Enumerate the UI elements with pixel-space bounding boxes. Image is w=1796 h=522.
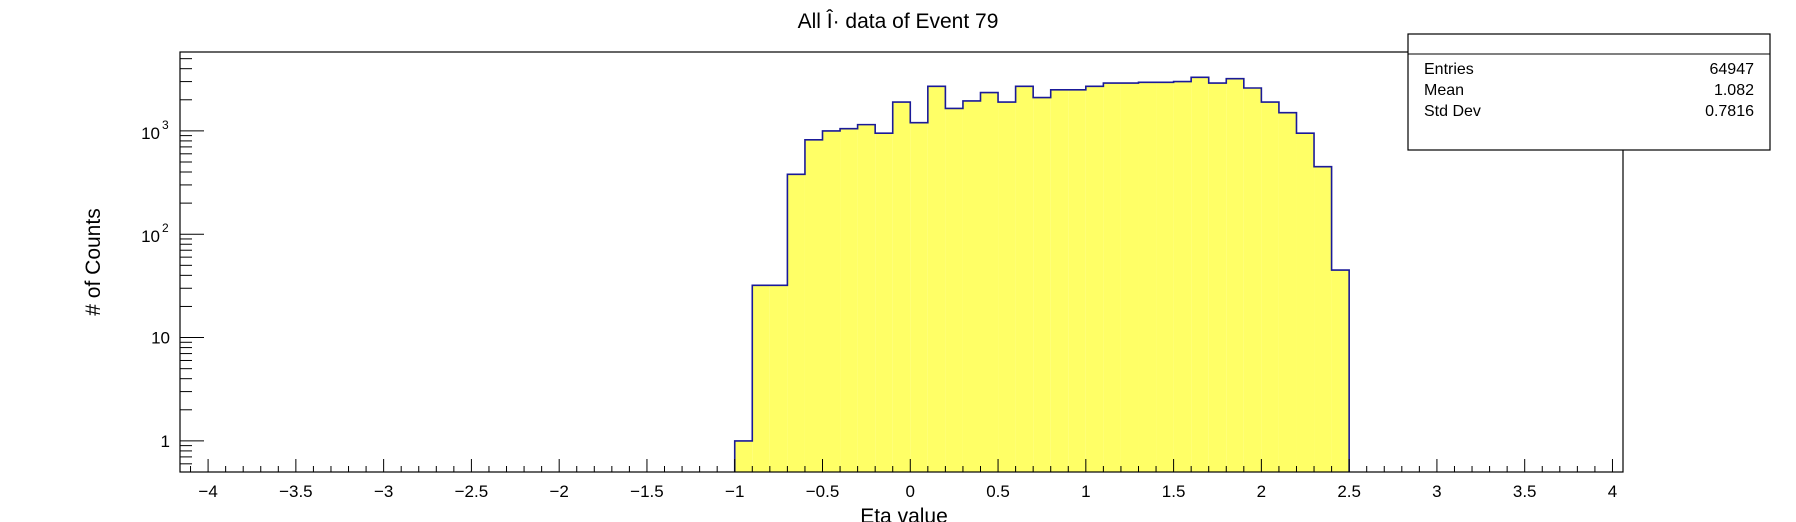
x-tick-label: 2 [1257,482,1266,501]
x-tick-label: −1 [725,482,744,501]
histogram-bar [1050,89,1069,472]
histogram-outline [733,76,1350,472]
x-tick-label: −0.5 [806,482,840,501]
x-tick-label: −3.5 [279,482,313,501]
x-tick-label: −1.5 [630,482,664,501]
x-tick-label: −4 [198,482,217,501]
histogram-bar [1120,83,1139,473]
histogram-bar [1331,270,1350,472]
histogram-bar [1033,97,1051,472]
y-tick-label: 10 [151,329,170,348]
y-tick-label: 1 [161,432,170,451]
histogram-bar [752,285,770,472]
histogram-bar [1191,77,1209,472]
stats-label: Entries [1424,61,1474,78]
histogram-bar [1226,78,1244,472]
histogram-bar [980,92,999,472]
x-tick-label: 2.5 [1337,482,1361,501]
y-tick-exponent: 3 [162,118,169,132]
plot-frame [179,51,1624,473]
histogram-bar [822,130,841,473]
y-tick-label: 10 [141,227,160,246]
stats-box: Entries 64947 Mean 1.082 Std Dev 0.7816 [1407,33,1771,151]
histogram-bar [1138,82,1157,472]
histogram-bar [910,122,928,472]
x-tick-label: 0 [906,482,915,501]
x-tick-label: 0.5 [986,482,1010,501]
x-tick-label: −2.5 [455,482,489,501]
histogram-bar [840,128,858,472]
stats-box-frame [1407,33,1771,151]
histogram-bar [857,124,876,472]
histogram-bar [927,86,946,473]
x-tick-label: 3.5 [1513,482,1537,501]
histogram-bar [1278,112,1297,473]
histogram-bar [734,440,753,472]
y-axis-label: # of Counts [82,208,105,315]
histogram-bars [733,76,1350,473]
histogram-bar [1296,133,1315,472]
stats-label: Std Dev [1424,103,1481,120]
x-tick-label: 1.5 [1162,482,1186,501]
histogram-bar [1085,86,1104,473]
x-axis: −4 −3.5 −3 −2.5 −2 −1.5 −1 −0.5 0 0.5 1 1.5 2 2.5 3 3.5… [190,459,1617,501]
histogram-bar [875,133,893,472]
histogram-bar [998,102,1016,472]
histogram-bar [1261,102,1279,472]
x-axis-label: Eta value [860,505,948,522]
histogram-bar [1156,82,1174,472]
histogram-bar [1208,83,1227,473]
y-tick-exponent: 2 [162,221,169,235]
histogram-bar [787,174,805,472]
histogram-bar [1068,89,1086,472]
stats-value: 64947 [1710,61,1755,78]
histogram-bar [892,102,911,472]
histogram-bar [1173,81,1192,472]
histogram-bar [1103,83,1121,473]
histogram-bar [1015,86,1034,473]
stats-label: Mean [1424,82,1464,99]
y-tick-label: 10 [141,124,160,143]
x-tick-label: 3 [1432,482,1441,501]
histogram-bar [769,285,788,472]
x-tick-label: 1 [1081,482,1090,501]
x-tick-label: −2 [549,482,568,501]
histogram-bar [1243,88,1262,472]
histogram-bar [962,100,981,472]
histogram-bar [804,139,823,472]
chart-title: All Î· data of Event 79 [798,10,999,33]
stats-value: 1.082 [1714,82,1754,99]
x-tick-label: 4 [1608,482,1617,501]
histogram-bar [1314,166,1332,472]
histogram-bar [945,108,963,472]
stats-value: 0.7816 [1705,103,1754,120]
x-tick-label: −3 [374,482,393,501]
